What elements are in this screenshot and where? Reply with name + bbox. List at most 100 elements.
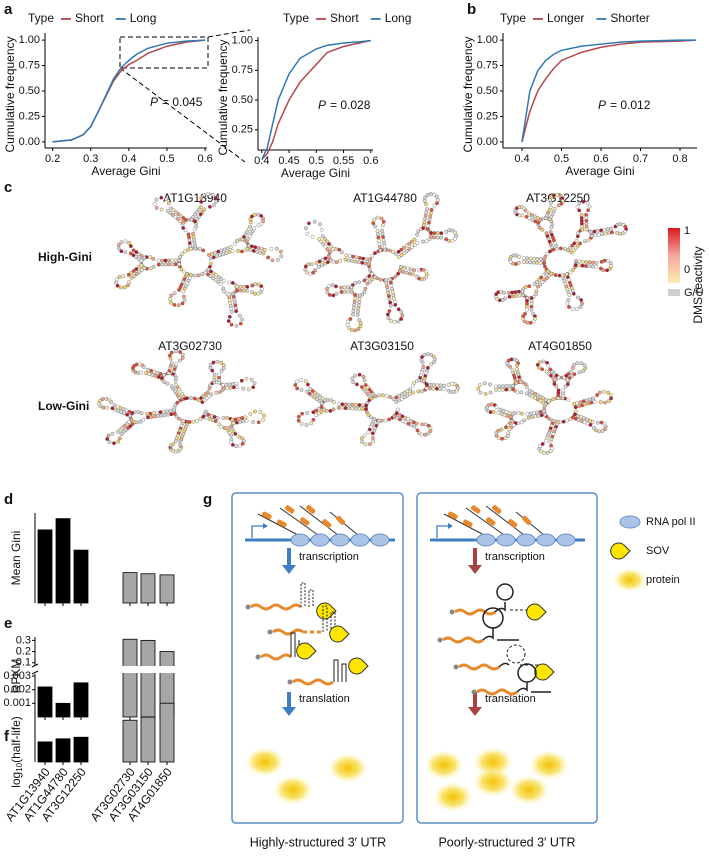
rna-nucleotide xyxy=(496,428,501,433)
rna-nucleotide xyxy=(186,232,191,237)
rna-nucleotide xyxy=(305,410,309,415)
rna-nucleotide xyxy=(213,278,218,283)
rna-nucleotide xyxy=(245,288,250,293)
rna-nucleotide xyxy=(543,264,547,269)
rna-nucleotide xyxy=(400,313,405,318)
rna-nucleotide xyxy=(181,216,186,220)
rna-nucleotide xyxy=(206,272,210,277)
x-tick-label: 0.3 xyxy=(83,153,98,165)
rna-nucleotide xyxy=(320,234,325,239)
rna-nucleotide xyxy=(578,241,582,246)
rna-nucleotide xyxy=(354,382,359,387)
x-tick-label: 0.5 xyxy=(159,153,174,165)
rna-nucleotide xyxy=(488,390,493,395)
rna-nucleotide xyxy=(584,264,588,268)
rna-nucleotide xyxy=(367,267,372,272)
rna-nucleotide xyxy=(406,421,411,426)
rna-nucleotide xyxy=(508,415,513,419)
rna-nucleotide xyxy=(432,203,437,208)
y-tick-label: 1.00 xyxy=(19,34,40,46)
rna-nucleotide xyxy=(539,275,543,280)
rna-nucleotide xyxy=(598,266,603,271)
rna-nucleotide xyxy=(213,419,218,423)
rna-nucleotide xyxy=(216,280,221,284)
row-label: Low-Gini xyxy=(38,399,89,413)
rna-nucleotide xyxy=(572,372,577,376)
y-axis-title-sub: 10 xyxy=(15,762,24,771)
rna-nucleotide xyxy=(580,403,584,408)
rna-nucleotide xyxy=(309,262,314,266)
rna-nucleotide xyxy=(517,293,522,298)
rna-nucleotide xyxy=(423,432,428,437)
rna-nucleotide xyxy=(504,384,508,388)
rna-nucleotide xyxy=(587,260,592,265)
rna-nucleotide xyxy=(240,441,245,446)
rna-nucleotide xyxy=(376,238,381,243)
rna-nucleotide xyxy=(351,254,355,259)
rna-nucleotide xyxy=(295,379,299,384)
rna-nucleotide xyxy=(515,363,519,368)
rna-nucleotide xyxy=(488,382,492,387)
rna-nucleotide xyxy=(373,251,377,256)
gu-swatch xyxy=(668,289,680,296)
rna-nucleotide xyxy=(213,250,218,255)
y-axis-title: log10(half-life) xyxy=(9,716,24,788)
bar xyxy=(159,574,175,604)
rna-nucleotide xyxy=(366,430,371,435)
rna-nucleotide xyxy=(256,420,261,425)
rna-nucleotide xyxy=(404,243,409,248)
rna-nucleotide xyxy=(159,195,164,200)
rna-nucleotide xyxy=(505,433,510,438)
rna-nucleotide xyxy=(412,243,417,247)
rna-nucleotide xyxy=(134,250,139,255)
rna-nucleotide xyxy=(306,221,311,226)
rna-nucleotide xyxy=(606,259,610,263)
rna-nucleotide xyxy=(221,366,226,370)
rna-nucleotide xyxy=(327,284,332,288)
rna-nucleotide xyxy=(531,260,536,265)
rna-nucleotide xyxy=(349,285,354,289)
rna-nucleotide xyxy=(577,404,581,409)
rna-nucleotide xyxy=(269,246,274,251)
rna-nucleotide xyxy=(362,278,367,283)
rna-nucleotide xyxy=(534,280,539,284)
rna-nucleotide xyxy=(412,380,417,385)
rna-nucleotide xyxy=(584,398,589,403)
rna-nucleotide xyxy=(214,273,219,278)
bar xyxy=(122,638,138,718)
rna-nucleotide xyxy=(258,250,263,255)
rna-nucleotide xyxy=(307,391,312,396)
rna-nucleotide xyxy=(383,247,387,252)
rna-nucleotide xyxy=(310,393,314,398)
rna-nucleotide xyxy=(119,240,124,245)
rna-nucleotide xyxy=(371,221,376,226)
rna-nucleotide xyxy=(211,276,216,281)
rna-nucleotide xyxy=(538,260,543,265)
cdf-line xyxy=(261,39,371,160)
rna-nucleotide xyxy=(165,409,170,414)
rna-nucleotide xyxy=(296,418,301,423)
rna-nucleotide xyxy=(305,382,310,387)
rna-nucleotide xyxy=(587,204,592,209)
rna-nucleotide xyxy=(227,280,232,285)
rna-nucleotide xyxy=(447,228,452,233)
rna-nucleotide xyxy=(594,264,598,269)
rna-nucleotide xyxy=(363,286,368,291)
rna-nucleotide xyxy=(538,217,543,222)
rna-nucleotide xyxy=(404,270,409,275)
rna-nucleotide xyxy=(500,387,505,392)
rna-nucleotide xyxy=(536,413,541,418)
rna-nucleotide xyxy=(426,223,431,228)
cdf-line xyxy=(521,39,696,143)
rna-nucleotide xyxy=(356,303,361,308)
rna-nucleotide xyxy=(482,381,487,386)
rna-nucleotide xyxy=(385,284,389,289)
rna-nucleotide xyxy=(532,214,537,219)
rna-nucleotide xyxy=(112,441,116,446)
rna-nucleotide xyxy=(574,259,578,264)
rna-nucleotide xyxy=(581,399,586,404)
rna-nucleotide xyxy=(603,427,607,431)
rna-nucleotide xyxy=(217,422,222,427)
rna-nucleotide xyxy=(215,416,220,420)
rna-nucleotide xyxy=(414,421,419,426)
